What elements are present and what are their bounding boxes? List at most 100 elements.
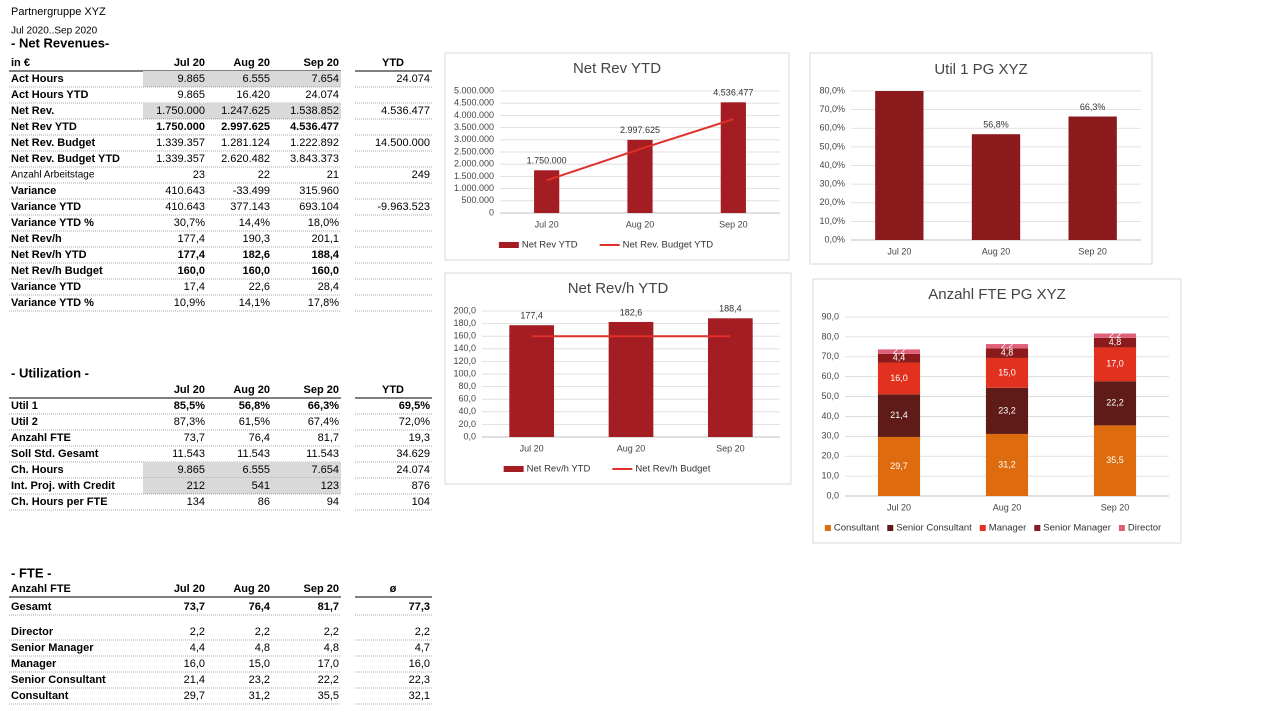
bar-segment (985, 357, 1029, 388)
cell: 67,4% (308, 416, 339, 428)
chart-title: Anzahl FTE PG XYZ (928, 286, 1066, 303)
y-tick-label: 180,0 (453, 318, 476, 328)
cell: 22,6 (249, 281, 270, 293)
y-tick-label: 0,0 (826, 490, 839, 500)
cell: 4,7 (415, 642, 430, 654)
cell: 10,9% (174, 297, 205, 309)
x-tick-label: Aug 20 (617, 443, 646, 453)
cell: 18,0% (308, 217, 339, 229)
column-header: Sep 20 (304, 583, 339, 595)
y-tick-label: 1.000.000 (454, 183, 494, 193)
legend-swatch (824, 525, 831, 531)
bar (875, 91, 924, 240)
cell: 76,4 (249, 601, 271, 613)
row-label: Soll Std. Gesamt (11, 448, 99, 460)
bar-segment (877, 394, 921, 437)
data-label: 1.750.000 (527, 156, 567, 166)
row-label: Int. Proj. with Credit (11, 480, 115, 492)
y-tick-label: 5.000.000 (454, 85, 494, 95)
group-title: Partnergruppe XYZ (11, 6, 106, 18)
bar-segment (1093, 337, 1137, 348)
cell: 1.222.892 (290, 137, 339, 149)
bar-segment (985, 344, 1029, 349)
column-header: Aug 20 (233, 57, 270, 69)
bar-segment (985, 387, 1029, 434)
cell: 56,8% (239, 400, 270, 412)
cell: 72,0% (399, 416, 430, 428)
row-label: Net Rev/h YTD (11, 249, 87, 261)
cell: 177,4 (177, 233, 205, 245)
cell: 9.865 (177, 89, 205, 101)
cell: 14.500.000 (375, 137, 430, 149)
bar-segment (877, 349, 921, 354)
cell: 66,3% (308, 400, 339, 412)
cell: 23,2 (249, 674, 270, 686)
y-tick-label: 70,0% (819, 104, 845, 114)
data-label: 17,0 (1106, 359, 1124, 369)
cell-shade (143, 478, 341, 494)
column-header: Sep 20 (304, 57, 339, 69)
row-label: Manager (11, 658, 57, 670)
cell: 11.543 (237, 448, 270, 460)
y-tick-label: 40,0 (821, 411, 839, 421)
cell: 377.143 (230, 201, 270, 213)
row-label: Director (11, 626, 54, 638)
cell: 11.543 (306, 448, 339, 460)
cell: 188,4 (311, 249, 339, 261)
column-header: Jul 20 (174, 57, 205, 69)
cell: 160,0 (177, 265, 205, 277)
data-label: 177,4 (520, 311, 543, 321)
row-label: Net Rev. Budget (11, 137, 95, 149)
legend-label: Net Rev YTD (522, 240, 578, 251)
cell: 1.538.852 (290, 105, 339, 117)
cell: 24.074 (305, 89, 339, 101)
bar-segment (1093, 381, 1137, 426)
cell: 85,5% (174, 400, 205, 412)
legend: Net Rev YTD Net Rev. Budget YTD (498, 240, 713, 251)
y-tick-label: 30,0 (821, 431, 839, 441)
bar-segment (877, 353, 921, 363)
table-title: - Utilization - (11, 365, 89, 380)
y-tick-label: 40,0 (458, 406, 476, 416)
cell: 249 (412, 169, 430, 181)
row-label: Variance (11, 185, 56, 197)
cell: 94 (327, 496, 339, 508)
y-tick-label: 60,0% (819, 123, 845, 133)
x-tick-label: Aug 20 (626, 219, 655, 229)
cell: 2.997.625 (221, 121, 270, 133)
row-label: Net Rev. Budget YTD (11, 153, 120, 165)
data-label: 2,2 (1109, 330, 1122, 340)
cell: 22 (258, 169, 270, 181)
legend-swatch (498, 242, 519, 248)
cell: -9.963.523 (377, 201, 430, 213)
cell: 1.750.000 (156, 121, 205, 133)
bar (971, 134, 1021, 240)
cell: 2,2 (415, 626, 430, 638)
cell: 24.074 (396, 464, 430, 476)
legend-label: Senior Consultant (896, 523, 972, 534)
bar-segment (1093, 347, 1137, 382)
data-label: 29,7 (890, 461, 908, 471)
cell: 19,3 (409, 432, 430, 444)
row-label: Senior Manager (11, 642, 94, 654)
cell: 693.104 (299, 201, 339, 213)
period: Jul 2020..Sep 2020 (11, 26, 98, 37)
cell: 1.281.124 (221, 137, 270, 149)
column-header: Anzahl FTE (11, 583, 71, 595)
cell: 16,0 (409, 658, 430, 670)
legend-label: Senior Manager (1043, 523, 1111, 534)
y-tick-label: 120,0 (453, 356, 476, 366)
y-tick-label: 0 (489, 207, 494, 217)
y-tick-label: 1.500.000 (454, 171, 494, 181)
y-tick-label: 100,0 (453, 368, 476, 378)
legend-label: Consultant (834, 523, 880, 534)
legend: Consultant Senior Consultant Manager Senior… (824, 523, 1161, 534)
cell: 160,0 (242, 265, 270, 277)
x-tick-label: Jul 20 (520, 443, 544, 453)
cell: 1.339.357 (156, 153, 205, 165)
cell: 16.420 (236, 89, 270, 101)
cell: 2,2 (324, 626, 339, 638)
cell-shade (143, 71, 341, 87)
legend-label: Manager (989, 523, 1027, 534)
cell: 22,2 (318, 674, 339, 686)
